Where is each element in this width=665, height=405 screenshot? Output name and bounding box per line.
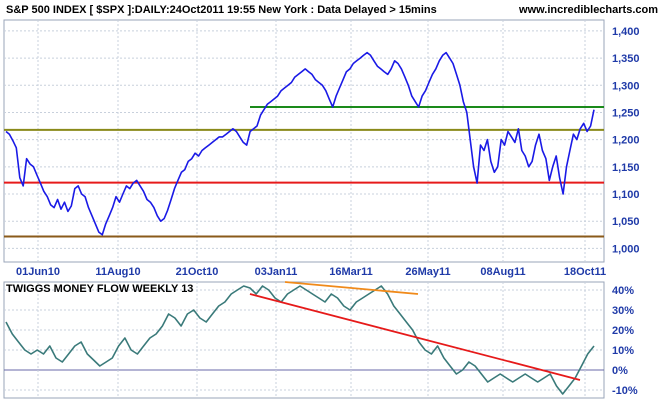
price-y-tick-label: 1,250 bbox=[612, 107, 640, 119]
oscillator-trend-line bbox=[249, 293, 581, 381]
oscillator-y-tick-label: 30% bbox=[612, 305, 634, 317]
price-y-tick-label: 1,300 bbox=[612, 80, 640, 92]
price-y-tick-label: 1,400 bbox=[612, 26, 640, 38]
series-layer bbox=[5, 51, 595, 395]
price-y-tick-label: 1,100 bbox=[612, 189, 640, 201]
site-link[interactable]: www.incrediblecharts.com bbox=[518, 4, 658, 16]
x-tick-label: 21Oct10 bbox=[176, 266, 219, 278]
price-y-tick-label: 1,150 bbox=[612, 162, 640, 174]
x-tick-label: 11Aug10 bbox=[95, 266, 140, 278]
oscillator-y-tick-label: 40% bbox=[612, 285, 634, 297]
oscillator-y-tick-label: 20% bbox=[612, 325, 634, 337]
price-y-tick-label: 1,350 bbox=[612, 53, 640, 65]
indicator-panel-frame bbox=[3, 281, 605, 399]
oscillator-y-tick-label: -10% bbox=[612, 385, 638, 397]
grid-layer bbox=[4, 20, 604, 398]
x-tick-label: 18Oct11 bbox=[564, 266, 606, 278]
oscillator-y-tick-label: 0% bbox=[612, 365, 628, 377]
x-tick-label: 01Jun10 bbox=[16, 266, 60, 278]
price-y-tick-label: 1,000 bbox=[612, 243, 640, 255]
indicator-title: TWIGGS MONEY FLOW WEEKLY 13 bbox=[6, 283, 193, 295]
x-tick-label: 03Jan11 bbox=[255, 266, 298, 278]
chart-title: S&P 500 INDEX [ $SPX ]:DAILY:24Oct2011 1… bbox=[6, 4, 437, 16]
price-y-tick-label: 1,200 bbox=[612, 135, 640, 147]
oscillator-trend-line bbox=[284, 281, 419, 295]
level-layer bbox=[4, 106, 604, 238]
tick-layer: 1,000 1,050 1,100 1,150 1,200 1,250 1,300 1,350… bbox=[16, 26, 640, 397]
x-tick-label: 26May11 bbox=[405, 266, 450, 278]
oscillator-series-line bbox=[5, 285, 595, 395]
price-series-line bbox=[5, 51, 595, 236]
price-y-tick-label: 1,050 bbox=[612, 216, 640, 228]
x-tick-label: 08Aug11 bbox=[480, 266, 525, 278]
x-tick-label: 16Mar11 bbox=[329, 266, 372, 278]
oscillator-y-tick-label: 10% bbox=[612, 345, 634, 357]
